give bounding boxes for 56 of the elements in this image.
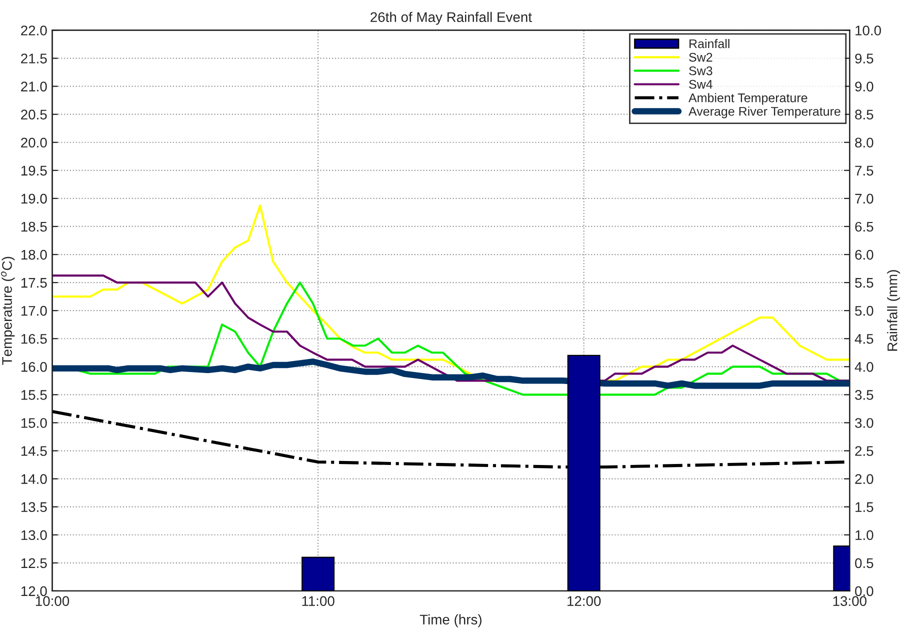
- legend-label: Ambient Temperature: [688, 93, 808, 105]
- x-axis-title: Time (hrs): [420, 614, 482, 628]
- y2-tick-label: 7.0: [855, 194, 874, 204]
- y2-tick-label: 9.0: [855, 82, 874, 92]
- y-tick-label: 12.5: [21, 558, 47, 568]
- y2-tick-label: 1.0: [856, 530, 874, 540]
- y-tick-label: 15.5: [21, 390, 47, 400]
- y-tick-label: 18.5: [21, 222, 47, 232]
- legend-label: Sw2: [689, 52, 712, 62]
- y-tick-label: 13.0: [21, 530, 47, 540]
- y2-tick-label: 7.5: [855, 166, 874, 176]
- y2-tick-label: 5.5: [855, 278, 874, 288]
- y2-axis-title: Rainfall (mm): [887, 270, 900, 351]
- y-tick-label: 16.5: [21, 334, 47, 344]
- y2-tick-label: 8.0: [855, 138, 874, 148]
- y2-tick-label: 9.5: [855, 54, 874, 64]
- y2-tick-label: 1.5: [856, 502, 874, 512]
- y2-tick-label: 0.5: [855, 558, 874, 568]
- y2-tick-label: 4.5: [854, 334, 874, 344]
- x-tick-label: 10:00: [36, 596, 70, 606]
- y-tick-label: 19.5: [21, 166, 47, 176]
- legend-label: Sw3: [689, 66, 712, 76]
- y-tick-label: 21.0: [21, 82, 47, 92]
- y2-tick-label: 3.0: [855, 418, 874, 428]
- y-tick-label: 21.5: [21, 54, 47, 64]
- y-tick-label: 14.5: [21, 446, 47, 456]
- y2-tick-label: 6.0: [855, 250, 874, 260]
- y2-tick-label: 6.5: [855, 222, 874, 232]
- x-tick-label: 12:00: [568, 596, 601, 606]
- legend-label: Sw4: [689, 80, 712, 89]
- y2-tick-label: 3.5: [855, 390, 874, 400]
- y-tick-label: 19.0: [21, 194, 47, 204]
- y2-tick-label: 2.0: [855, 474, 874, 484]
- y-axis-title: Temperature ($^{o}$C): [1, 256, 15, 365]
- y2-tick-label: 0.0: [855, 586, 874, 596]
- y-tick-label: 15.0: [21, 418, 47, 428]
- x-tick-label: 11:00: [302, 596, 334, 606]
- y-tick-label: 17.0: [21, 306, 47, 316]
- y-tick-label: 22.0: [21, 26, 47, 36]
- y-tick-label: 13.5: [21, 502, 47, 512]
- y2-tick-label: 4.0: [854, 362, 874, 372]
- legend-label: Average River Temperature: [688, 106, 840, 118]
- y-tick-label: 16.0: [21, 362, 47, 372]
- y-tick-label: 18.0: [21, 250, 47, 260]
- y2-tick-label: 5.0: [855, 306, 874, 316]
- y2-tick-label: 2.5: [855, 446, 874, 456]
- x-tick-label: 13:00: [833, 596, 866, 606]
- legend-label: Rainfall: [690, 38, 730, 48]
- y2-tick-label: 8.5: [855, 110, 874, 120]
- y-tick-label: 12.0: [21, 586, 47, 596]
- y-tick-label: 20.5: [21, 110, 47, 120]
- y2-tick-label: 10.0: [856, 26, 881, 36]
- chart-title: 26th of May Rainfall Event: [370, 12, 532, 25]
- y-tick-label: 14.0: [21, 474, 47, 484]
- y-tick-label: 17.5: [21, 278, 47, 288]
- y-tick-label: 20.0: [21, 138, 47, 148]
